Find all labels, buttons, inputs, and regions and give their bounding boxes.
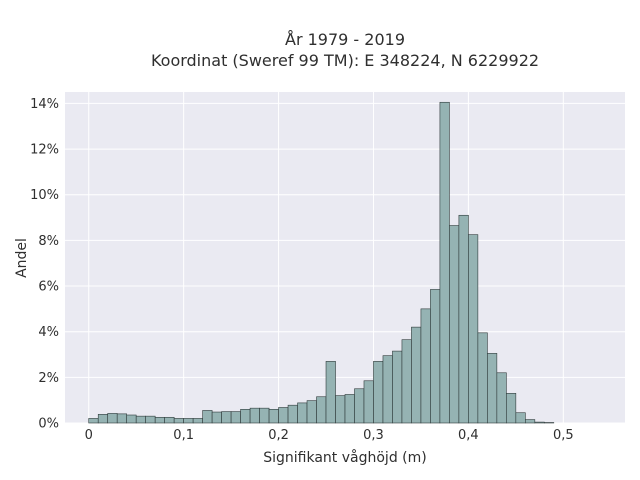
histogram-bar <box>116 413 127 424</box>
histogram-bar <box>325 361 336 424</box>
x-axis-ticks: 0 0,1 0,2 0,3 0,4 0,5 <box>85 428 574 443</box>
histogram-bar <box>515 412 526 424</box>
histogram-bar <box>287 404 298 424</box>
histogram-bar <box>363 380 374 424</box>
histogram-bar <box>211 411 222 424</box>
histogram-bar <box>230 411 241 424</box>
x-tick-label: 0,5 <box>553 428 574 443</box>
histogram-bar <box>487 353 498 424</box>
histogram-bar <box>420 308 431 424</box>
histogram-bar <box>126 414 137 424</box>
y-tick-label: 4% <box>38 325 59 340</box>
histogram-bar <box>458 214 469 424</box>
histogram-bar <box>145 415 156 424</box>
histogram-bar <box>449 225 460 424</box>
histogram-bar <box>240 409 251 424</box>
histogram-bar <box>192 418 203 424</box>
histogram-bar <box>468 234 479 424</box>
histogram-bar <box>97 414 109 424</box>
histogram-bar <box>259 407 270 424</box>
histogram-bar <box>354 388 365 424</box>
y-axis-ticks: 0% 2% 4% 6% 8% 10% 12% 14% <box>30 97 59 432</box>
x-axis-label: Signifikant våghöjd (m) <box>263 449 426 466</box>
histogram-bar <box>154 416 165 424</box>
histogram-bar <box>278 407 289 424</box>
histogram-bar <box>297 402 308 424</box>
histogram-bars <box>88 101 555 424</box>
histogram-bar <box>316 396 327 424</box>
histogram-bar <box>496 372 507 424</box>
histogram-bar <box>534 421 545 424</box>
y-tick-label: 0% <box>38 417 59 432</box>
y-tick-label: 8% <box>38 234 59 249</box>
histogram-bar <box>221 411 232 424</box>
chart-title-line-1: År 1979 - 2019 <box>285 30 405 49</box>
histogram-bar <box>107 413 118 424</box>
histogram-bar <box>525 419 536 424</box>
histogram-bar <box>202 410 213 424</box>
gridlines <box>65 92 625 424</box>
y-tick-label: 2% <box>38 371 59 386</box>
y-tick-label: 6% <box>38 280 59 295</box>
histogram-bar <box>344 394 355 424</box>
histogram-bar <box>164 416 175 424</box>
histogram-bar <box>173 418 184 424</box>
y-tick-label: 12% <box>30 143 59 158</box>
x-tick-label: 0 <box>85 428 93 443</box>
histogram-bar <box>183 418 194 424</box>
histogram-bar <box>306 400 317 424</box>
plot-area <box>65 92 625 423</box>
y-tick-label: 10% <box>30 188 59 203</box>
chart-title-line-2: Koordinat (Sweref 99 TM): E 348224, N 62… <box>151 51 539 70</box>
histogram-bar <box>477 332 488 424</box>
x-tick-label: 0,2 <box>268 428 289 443</box>
histogram-bar <box>268 409 279 424</box>
histogram-bar <box>88 418 99 424</box>
x-tick-label: 0,1 <box>173 428 194 443</box>
histogram-bar <box>430 289 441 424</box>
histogram-bar <box>392 350 403 424</box>
y-axis-label: Andel <box>14 238 30 278</box>
histogram-bar <box>335 395 346 424</box>
y-tick-label: 14% <box>30 97 59 112</box>
histogram-bar <box>135 415 146 424</box>
histogram-bar <box>382 355 393 424</box>
histogram-bar <box>439 101 450 424</box>
histogram-bar <box>373 361 384 424</box>
histogram-bar <box>411 326 422 424</box>
histogram-bar <box>401 339 412 424</box>
x-tick-label: 0,4 <box>458 428 479 443</box>
histogram-bar <box>249 407 260 424</box>
x-tick-label: 0,3 <box>363 428 384 443</box>
histogram-bar <box>506 393 517 424</box>
